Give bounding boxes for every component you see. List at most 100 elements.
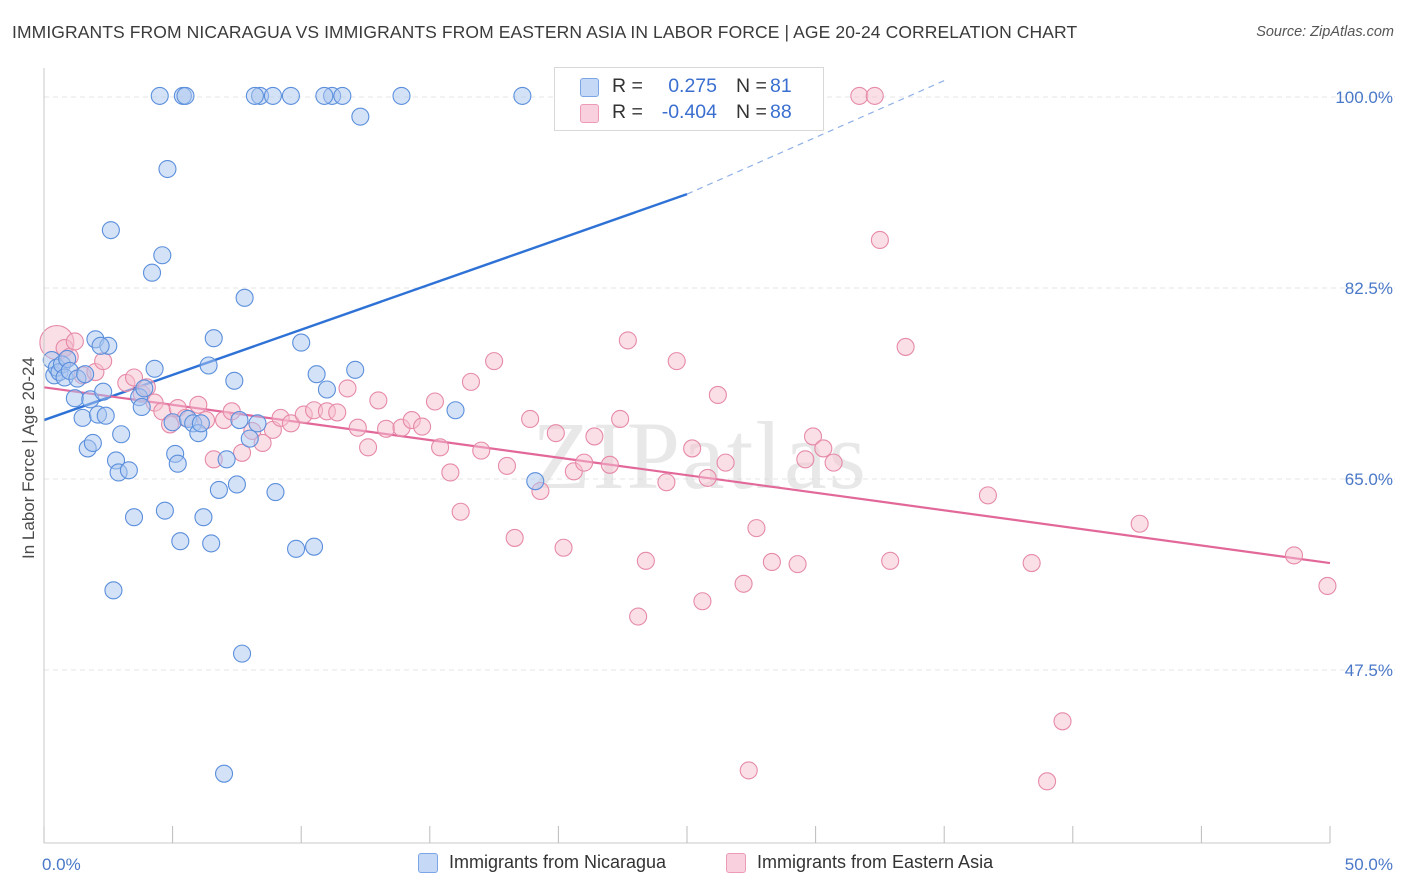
data-point xyxy=(168,454,187,473)
data-point xyxy=(1130,514,1149,533)
data-point xyxy=(1022,553,1041,573)
data-point xyxy=(716,453,735,472)
x-tick-label: 0.0% xyxy=(42,855,81,874)
data-point xyxy=(199,356,218,375)
data-point xyxy=(739,761,758,780)
data-point xyxy=(575,453,594,472)
data-point xyxy=(328,403,347,422)
legend-n-label: N = xyxy=(736,75,767,97)
data-point xyxy=(359,438,378,457)
data-point xyxy=(521,409,540,429)
data-point xyxy=(788,555,807,574)
data-point xyxy=(667,352,686,371)
data-point xyxy=(698,468,717,487)
trend-line-nicaragua-extension xyxy=(686,80,945,195)
data-point xyxy=(708,385,727,405)
data-point xyxy=(896,337,915,356)
data-point xyxy=(83,433,102,453)
y-tick-label: 47.5% xyxy=(1345,661,1393,680)
data-point xyxy=(693,592,712,611)
data-point xyxy=(214,764,234,783)
legend-swatch-pink xyxy=(580,104,599,123)
data-point xyxy=(153,246,172,265)
data-point xyxy=(485,352,504,371)
points-nicaragua xyxy=(42,86,717,783)
data-point xyxy=(245,86,264,105)
data-point xyxy=(978,486,997,505)
data-point xyxy=(204,329,223,348)
data-point xyxy=(497,456,517,475)
data-point xyxy=(65,389,84,408)
data-point xyxy=(431,438,450,457)
data-point xyxy=(119,461,138,480)
data-point xyxy=(526,472,545,491)
y-tick-labels: 100.0% 82.5% 65.0% 47.5% xyxy=(1335,88,1393,680)
legend-r-label: R = xyxy=(612,75,643,97)
data-point xyxy=(176,86,195,105)
data-point xyxy=(232,644,252,663)
data-point xyxy=(124,508,144,527)
axes xyxy=(43,68,1331,844)
data-point xyxy=(1318,576,1337,596)
data-point xyxy=(73,408,92,427)
bottom-legend-swatch-pink xyxy=(726,853,746,873)
data-point xyxy=(392,86,411,105)
legend-r-value: 0.275 xyxy=(668,75,717,97)
gridlines xyxy=(44,96,1395,671)
data-point xyxy=(96,406,115,425)
data-point xyxy=(235,288,254,307)
data-point xyxy=(150,86,169,105)
data-point xyxy=(814,439,833,458)
data-point xyxy=(1053,712,1072,731)
data-point xyxy=(287,539,306,558)
y-tick-label: 100.0% xyxy=(1335,88,1393,107)
data-point xyxy=(803,427,823,446)
source-note: Source: ZipAtlas.com xyxy=(1256,24,1394,40)
data-point xyxy=(338,379,357,398)
data-point xyxy=(145,359,164,378)
data-point xyxy=(94,352,113,371)
data-point xyxy=(870,230,889,250)
bottom-legend-swatch-blue xyxy=(418,853,438,873)
data-point xyxy=(734,574,753,593)
data-point xyxy=(425,392,444,411)
data-point xyxy=(112,425,131,444)
data-point xyxy=(248,414,267,433)
legend-r-value: -0.404 xyxy=(661,101,717,123)
data-point xyxy=(91,336,110,355)
data-point xyxy=(132,397,151,417)
data-point xyxy=(292,333,311,352)
data-point xyxy=(317,380,336,399)
data-point xyxy=(796,450,815,469)
data-point xyxy=(307,365,326,384)
data-point xyxy=(451,502,470,521)
data-point xyxy=(191,414,210,433)
data-point xyxy=(446,401,465,420)
data-point xyxy=(629,607,648,626)
bottom-legend-nicaragua: Immigrants from Nicaragua xyxy=(418,852,708,876)
data-point xyxy=(94,382,113,401)
data-point xyxy=(441,463,460,482)
x-tick-label: 50.0% xyxy=(1345,855,1393,874)
legend-n-value: 81 xyxy=(770,75,792,97)
data-point xyxy=(747,519,766,538)
data-point xyxy=(240,429,259,448)
data-point xyxy=(155,501,174,520)
data-point xyxy=(101,221,120,240)
bottom-legend-label: Immigrants from Eastern Asia xyxy=(757,852,994,872)
data-point xyxy=(413,417,432,436)
y-tick-label: 65.0% xyxy=(1345,470,1393,489)
data-point xyxy=(104,581,123,600)
data-point xyxy=(171,532,190,551)
bottom-legend-label: Immigrants from Nicaragua xyxy=(449,852,667,872)
data-point xyxy=(505,528,524,547)
data-point xyxy=(227,475,246,494)
data-point xyxy=(230,411,249,430)
data-point xyxy=(202,534,221,553)
legend-row-nicaragua: R = 0.275 N = 81 xyxy=(555,75,823,101)
data-point xyxy=(585,427,604,446)
legend-r-label: R = xyxy=(612,101,643,123)
correlation-legend: R = 0.275 N = 81 R = -0.404 N = 88 xyxy=(554,67,824,131)
data-point xyxy=(76,365,95,384)
